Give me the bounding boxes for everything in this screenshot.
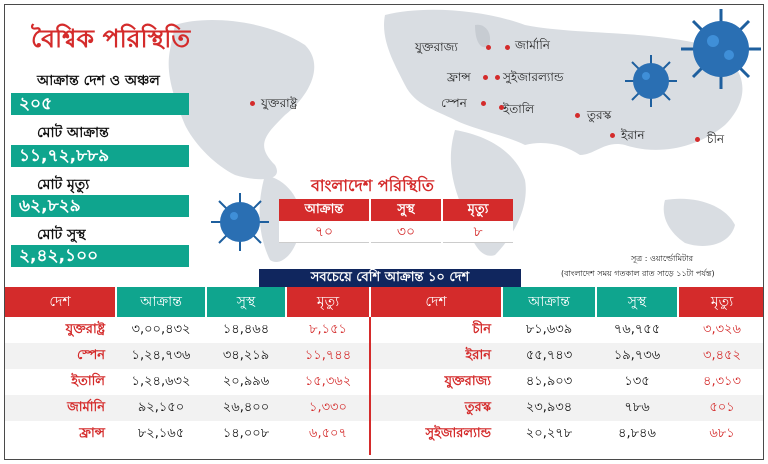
map-label: স্পেন (441, 96, 467, 110)
cell-infected: ১,২৪,৬৩২ (131, 374, 191, 389)
source-note: (বাংলাদেশ সময় গতকাল রাত সাড়ে ১১টা পর্য… (561, 269, 715, 278)
cell-recovered: ৪,৮৪৬ (618, 426, 656, 441)
map-label: ফ্রান্স (447, 70, 471, 84)
map-marker (486, 45, 491, 50)
map-label: যুক্তরাষ্ট্র (261, 96, 298, 110)
table-band (5, 317, 763, 343)
header-country-right: দেশ (371, 287, 501, 317)
map-marker (495, 75, 500, 80)
bd-value-infected: ৭০ (279, 221, 369, 243)
map-label: তুরস্ক (587, 108, 612, 122)
cell-deaths: ৬,৫০৭ (309, 426, 347, 441)
cell-deaths: ৩,৪৫২ (703, 348, 741, 363)
bd-value-recovered: ৩০ (371, 221, 441, 243)
bd-header-deaths: মৃত্যু (443, 199, 513, 221)
cell-infected: ৪১,৯০৩ (525, 374, 573, 389)
cell-recovered: ২৬,৪০০ (222, 400, 270, 415)
header-recovered-right: সুস্থ (597, 287, 677, 317)
global-title: বৈশ্বিক পরিস্থিতি (31, 24, 191, 53)
cell-deaths: ১,৩৩০ (309, 400, 347, 415)
bd-header-infected: আক্রান্ত (279, 199, 369, 221)
stat-value-deaths: ৬২,৮২৯ (11, 195, 189, 217)
map-marker (481, 101, 486, 106)
cell-infected: ১,২৪,৭৩৬ (131, 348, 191, 363)
header-infected-right: আক্রান্ত (503, 287, 595, 317)
cell-recovered: ১৩৫ (624, 374, 650, 389)
stat-value-recovered: ২,৪২,১০০ (11, 245, 189, 267)
infographic: বৈশ্বিক পরিস্থিতি আক্রান্ত দেশ ও অঞ্চল ২… (4, 4, 764, 460)
cell-country: সুইজারল্যান্ড (425, 426, 491, 441)
cell-recovered: ১৯,৭৩৬ (613, 348, 661, 363)
cell-deaths: ৩,৩২৬ (703, 322, 741, 337)
map-label: চীন (707, 132, 725, 146)
cell-infected: ২০,২৭৮ (525, 426, 573, 441)
cell-deaths: ৪,৩১৩ (703, 374, 741, 389)
map-label: যুক্তরাজ্য (415, 40, 458, 54)
map-marker (499, 105, 504, 110)
bd-value-deaths: ৮ (443, 221, 513, 243)
bangladesh-title: বাংলাদেশ পরিস্থিতি (311, 176, 434, 195)
stat-label-countries: আক্রান্ত দেশ ও অঞ্চল (37, 73, 160, 89)
header-recovered-left: সুস্থ (207, 287, 285, 317)
header-country-left: দেশ (5, 287, 115, 317)
map-label: সুইজারল্যান্ড (503, 70, 564, 84)
cell-deaths: ১৫,৩৬২ (304, 374, 352, 389)
cell-country: তুরস্ক (464, 400, 491, 415)
source-line: সূত্র : ওয়ার্ল্ডোমিটার (631, 254, 694, 263)
cell-country: ফ্রান্স (79, 426, 105, 441)
cell-recovered: ২০,৯৯৬ (222, 374, 270, 389)
map-marker (575, 113, 580, 118)
map-marker (610, 133, 615, 138)
cell-deaths: ৮,১৫১ (309, 322, 347, 337)
map-label: ইতালি (503, 102, 535, 116)
map-marker (505, 45, 510, 50)
header-deaths-right: মৃত্যু (679, 287, 763, 317)
cell-recovered: ৩৪,২১৯ (222, 348, 270, 363)
cell-recovered: ৭৬,৭৫৫ (613, 322, 661, 337)
cell-infected: ৮২,১৬৫ (137, 426, 185, 441)
map-marker (250, 101, 255, 106)
stat-label-infected: মোট আক্রান্ত (37, 125, 109, 141)
stat-label-deaths: মোট মৃত্যু (37, 177, 90, 193)
table-band (5, 421, 763, 447)
virus-icon (211, 193, 269, 251)
bd-header-recovered: সুস্থ (371, 199, 441, 221)
cell-infected: ৯২,১৫০ (137, 400, 185, 415)
cell-recovered: ৭৮৬ (624, 400, 650, 415)
cell-country: যুক্তরাষ্ট্র (65, 322, 105, 337)
map-marker (695, 137, 700, 142)
cell-infected: ৫৫,৭৪৩ (525, 348, 573, 363)
header-infected-left: আক্রান্ত (117, 287, 205, 317)
table-band (5, 369, 763, 395)
cell-country: যুক্তরাজ্য (444, 374, 491, 389)
cell-recovered: ১৪,০০৮ (222, 426, 270, 441)
cell-country: জার্মানি (67, 400, 105, 415)
map-marker (483, 75, 488, 80)
map-label: জার্মানি (515, 38, 550, 52)
cell-infected: ২৩,৯৩৪ (525, 400, 573, 415)
stat-value-infected: ১১,৭২,৮৮৯ (11, 145, 189, 167)
cell-deaths: ১১,৭৪৪ (304, 348, 352, 363)
stat-value-countries: ২০৫ (11, 93, 189, 115)
cell-infected: ৮১,৬৩৯ (525, 322, 573, 337)
cell-deaths: ৫০১ (709, 400, 735, 415)
virus-icon (681, 9, 761, 89)
top10-title: সবচেয়ে বেশি আক্রান্ত ১০ দেশ (259, 269, 521, 287)
cell-recovered: ১৪,৪৬৪ (222, 322, 270, 337)
cell-country: ইরান (465, 348, 491, 363)
table-band (5, 343, 763, 369)
virus-icon (625, 55, 677, 107)
header-deaths-left: মৃত্যু (287, 287, 369, 317)
cell-deaths: ৬৮১ (709, 426, 735, 441)
table-divider (369, 317, 371, 455)
stat-label-recovered: মোট সুস্থ (37, 227, 86, 243)
cell-infected: ৩,০০,৪৩২ (131, 322, 191, 337)
cell-country: স্পেন (77, 348, 105, 363)
cell-country: ইতালি (71, 374, 105, 389)
cell-country: চীন (472, 322, 492, 337)
table-band (5, 395, 763, 421)
map-label: ইরান (621, 128, 645, 142)
